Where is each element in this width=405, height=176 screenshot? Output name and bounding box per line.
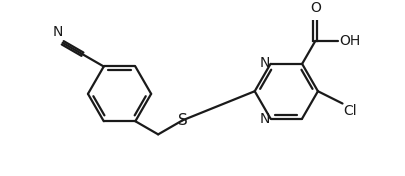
Text: S: S [178, 113, 188, 128]
Text: N: N [259, 112, 270, 127]
Text: Cl: Cl [343, 104, 357, 118]
Text: N: N [52, 25, 63, 39]
Text: O: O [310, 1, 321, 15]
Text: OH: OH [339, 34, 360, 48]
Text: N: N [259, 56, 270, 70]
